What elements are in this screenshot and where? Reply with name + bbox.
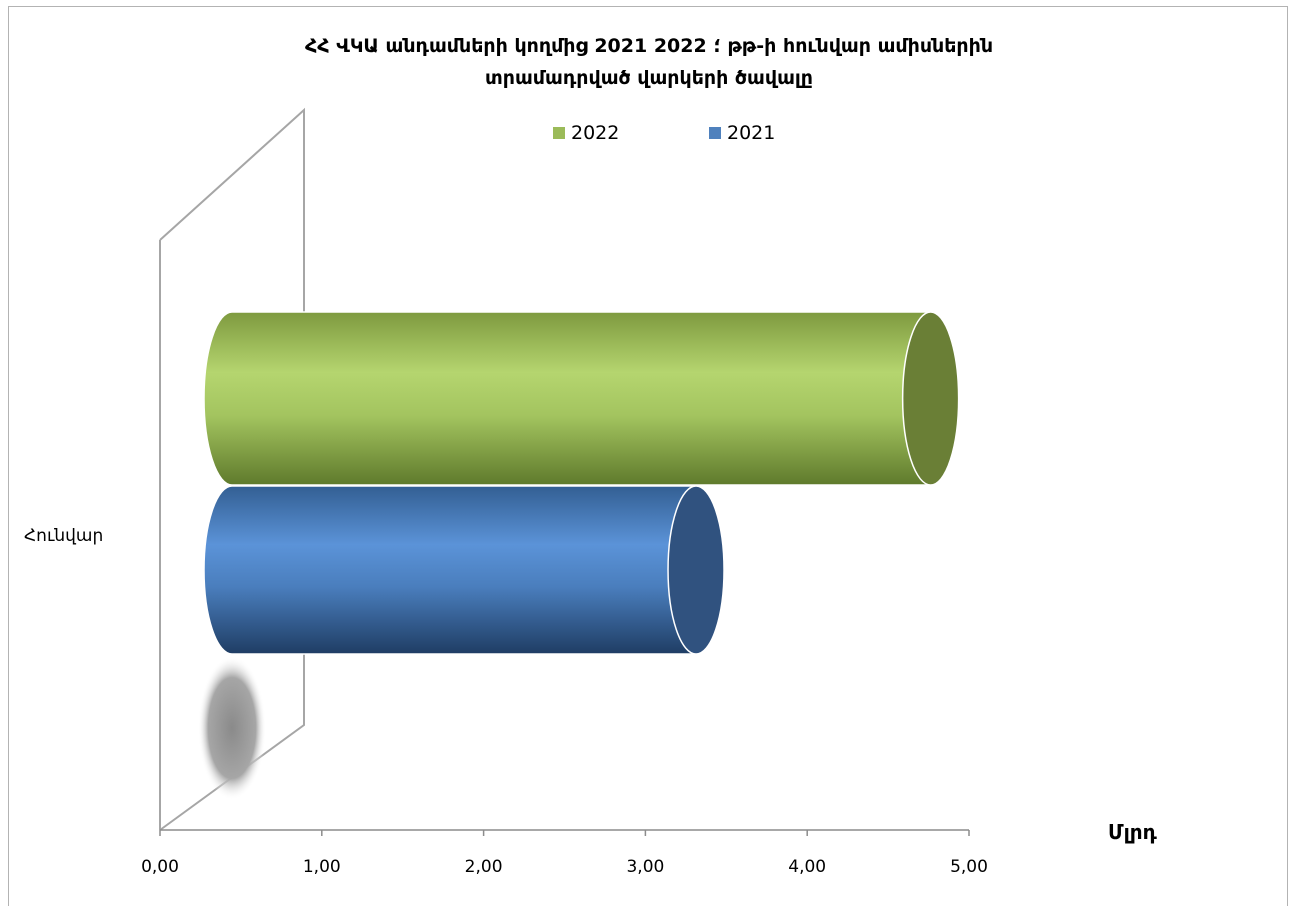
legend-item-2021: 2021 bbox=[709, 122, 775, 144]
x-tick-label: 2,00 bbox=[465, 857, 503, 877]
category-label: Հունվար bbox=[24, 526, 104, 546]
bar-2021-end-cap bbox=[667, 485, 725, 655]
x-tick-label: 4,00 bbox=[788, 857, 826, 877]
cylinder-shadow bbox=[198, 656, 266, 800]
chart-title-line-1: ՀՀ ՎԿԱ անդամների կողմից 2021 ؛ 2022 թթ-ի… bbox=[304, 35, 994, 57]
chart-frame bbox=[8, 6, 1288, 906]
legend-label-2021: 2021 bbox=[727, 122, 776, 144]
legend-label-2022: 2022 bbox=[571, 122, 620, 144]
x-tick-label: 1,00 bbox=[303, 857, 341, 877]
bar-2022-end-cap bbox=[901, 311, 960, 486]
bar-series-group bbox=[203, 311, 960, 655]
x-tick-label: 3,00 bbox=[626, 857, 664, 877]
legend-swatch-2022 bbox=[553, 127, 565, 139]
bar-2022-body bbox=[203, 311, 960, 486]
chart-title: ՀՀ ՎԿԱ անդամների կողմից 2021 ؛ 2022 թթ-ի… bbox=[0, 30, 1298, 94]
x-axis: 0,00 1,00 2,00 3,00 4,00 5,00 bbox=[141, 829, 988, 877]
x-axis-unit-label: Մլրդ bbox=[1108, 820, 1157, 844]
legend-swatch-2021 bbox=[709, 127, 721, 139]
legend-item-2022: 2022 bbox=[553, 122, 619, 144]
x-tick-label: 5,00 bbox=[950, 857, 988, 877]
x-tick-label: 0,00 bbox=[141, 857, 179, 877]
chart-title-line-2: տրամադրված վարկերի ծավալը bbox=[485, 67, 813, 89]
bar-2021-body bbox=[203, 485, 725, 655]
